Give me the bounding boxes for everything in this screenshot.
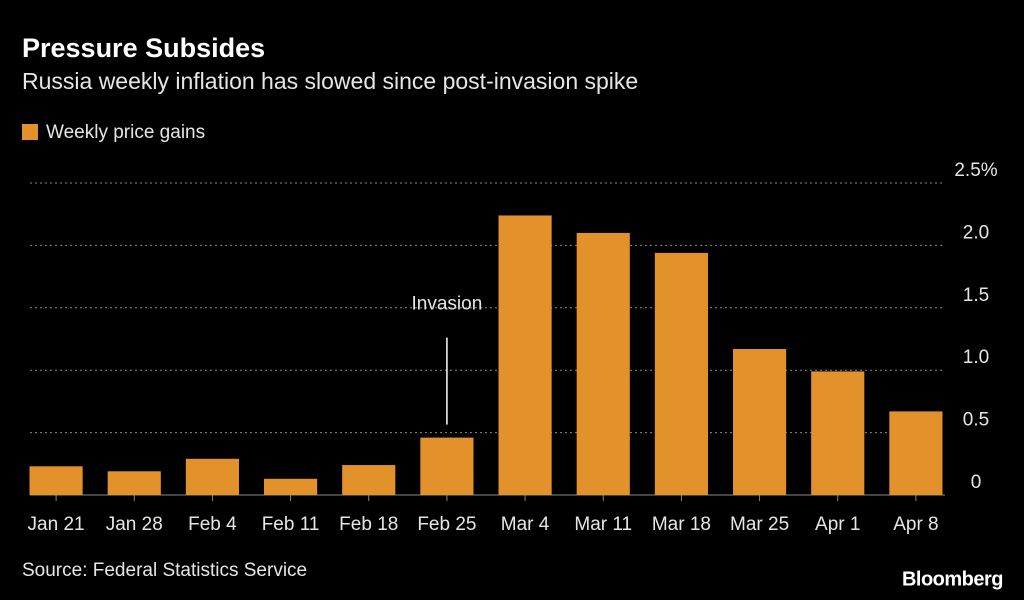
bar [185,458,239,495]
y-tick-label: 2.0 [963,222,989,243]
bar [498,215,552,495]
x-tick-label: Apr 8 [893,514,938,535]
annotation: Invasion [412,294,483,315]
x-tick-label: Mar 25 [730,514,789,535]
source: Source: Federal Statistics Service [22,560,307,581]
x-tick-label: Jan 21 [28,514,85,535]
y-tick-label: 0.5 [963,410,989,431]
bar [811,371,865,495]
chart-title: Pressure Subsides [22,33,265,63]
bar [264,478,318,495]
bar [107,471,161,495]
x-tick-label: Mar 11 [574,514,632,535]
bar [420,437,474,495]
bar [889,411,943,495]
y-tick-label: 1.5 [963,285,989,306]
y-tick-label: 1.0 [963,347,989,368]
y-tick-label: 2.5% [954,160,997,181]
legend-swatch [22,124,38,140]
chart-subtitle: Russia weekly inflation has slowed since… [22,68,638,94]
x-tick-label: Mar 4 [501,514,550,535]
bar [342,465,396,495]
x-tick-label: Feb 11 [262,514,320,535]
x-tick-label: Feb 4 [188,514,237,535]
bar [29,466,83,495]
legend-label: Weekly price gains [46,122,205,143]
logo: Bloomberg [902,568,1003,590]
bar [654,252,708,495]
x-tick-label: Mar 18 [652,514,711,535]
bar [733,348,787,495]
x-tick-label: Jan 28 [106,514,163,535]
x-tick-label: Apr 1 [815,514,860,535]
x-tick-label: Feb 25 [417,514,476,535]
y-tick-label: 0 [971,472,982,493]
bar [576,232,630,496]
x-tick-label: Feb 18 [339,514,398,535]
